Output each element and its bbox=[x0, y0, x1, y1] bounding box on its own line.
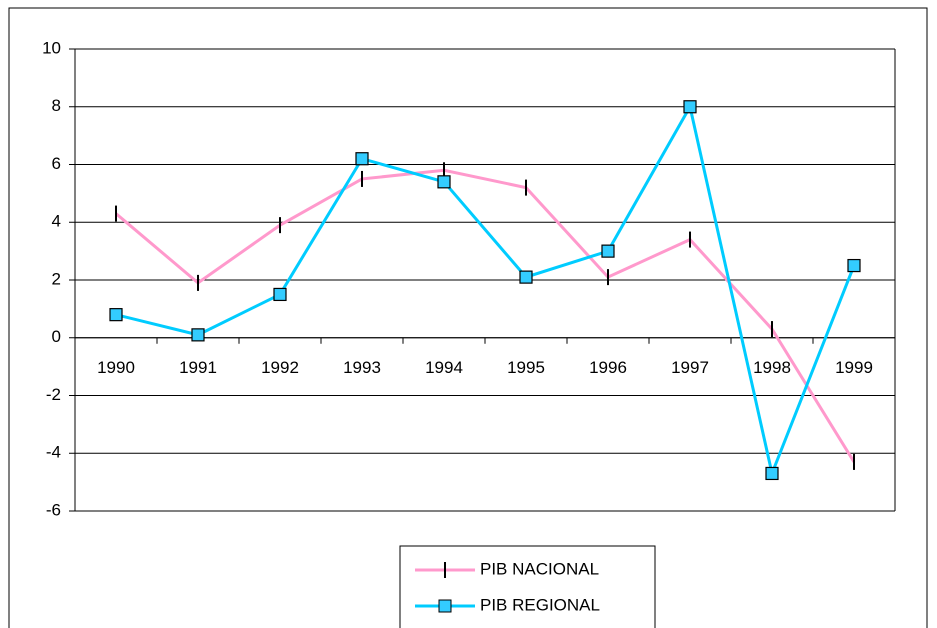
chart-border bbox=[8, 7, 928, 628]
x-tick-label: 1995 bbox=[507, 358, 545, 377]
y-tick-label: 10 bbox=[42, 38, 61, 57]
x-tick-label: 1993 bbox=[343, 358, 381, 377]
x-tick-label: 1991 bbox=[179, 358, 217, 377]
series-line bbox=[115, 102, 856, 479]
legend-marker bbox=[438, 599, 452, 613]
x-tick-label: 1998 bbox=[753, 358, 791, 377]
y-tick-label: -4 bbox=[46, 443, 61, 462]
x-tick-label: 1999 bbox=[835, 358, 873, 377]
y-tick-label: -6 bbox=[46, 500, 61, 519]
marker bbox=[683, 100, 697, 114]
y-tick-label: 6 bbox=[52, 154, 61, 173]
marker bbox=[765, 466, 779, 481]
x-tick-label: 1996 bbox=[589, 358, 627, 377]
legend-box bbox=[399, 545, 656, 628]
marker bbox=[191, 328, 205, 342]
x-tick-label: 1992 bbox=[261, 358, 299, 377]
marker bbox=[437, 175, 451, 189]
marker bbox=[273, 287, 287, 302]
y-tick-label: -2 bbox=[46, 385, 61, 404]
y-tick-label: 8 bbox=[52, 96, 61, 115]
legend-label: PIB REGIONAL bbox=[480, 595, 600, 614]
x-tick-label: 1997 bbox=[671, 358, 709, 377]
marker bbox=[847, 258, 861, 273]
marker bbox=[519, 270, 533, 284]
legend: PIB NACIONAL PIB REGIONAL bbox=[399, 545, 656, 628]
legend-label: PIB NACIONAL bbox=[480, 559, 599, 578]
marker bbox=[109, 308, 123, 322]
x-tick-label: 1994 bbox=[425, 358, 463, 377]
y-tick-label: 0 bbox=[52, 327, 61, 346]
y-tick-label: 2 bbox=[52, 269, 61, 288]
x-tick-label: 1990 bbox=[97, 358, 135, 377]
marker bbox=[601, 244, 615, 258]
y-tick-label: 4 bbox=[52, 212, 61, 231]
marker bbox=[355, 152, 369, 166]
